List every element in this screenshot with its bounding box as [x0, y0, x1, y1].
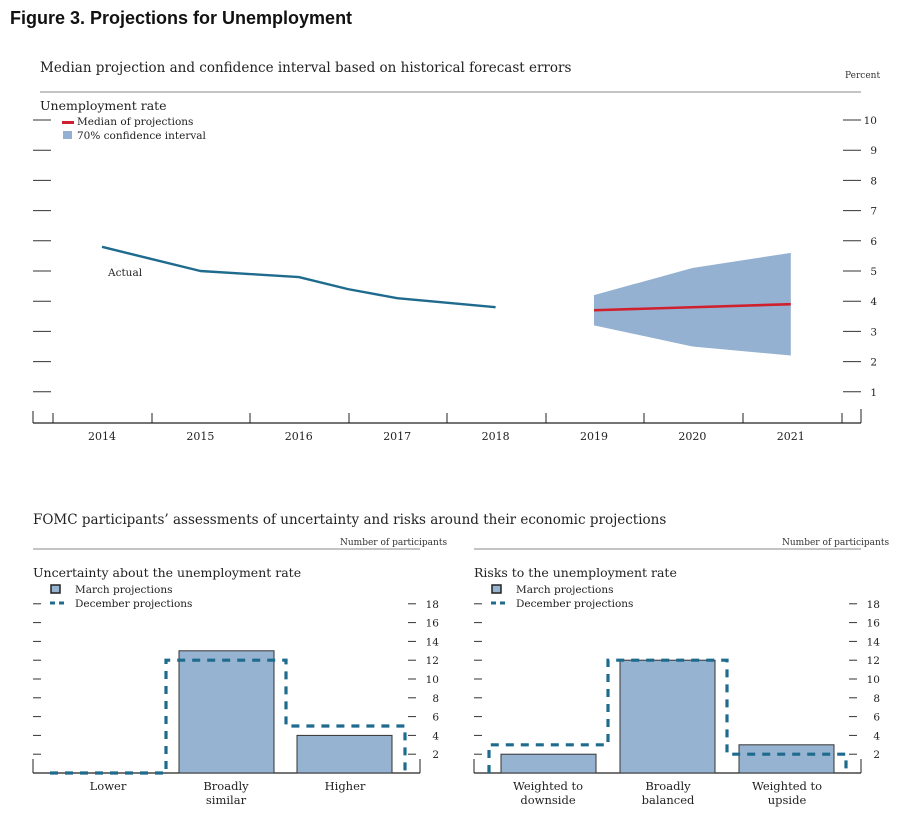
risks-category-label: balanced [642, 793, 695, 807]
top-chart-title: Unemployment rate [40, 98, 167, 113]
y-tick-label: 3 [870, 326, 877, 338]
risks-legend-december-label: December projections [516, 598, 633, 610]
y-tick-label: 6 [870, 236, 877, 248]
x-tick-label: 2017 [383, 430, 411, 443]
uncertainty-y-tick-label: 12 [426, 655, 439, 667]
x-tick-label: 2020 [678, 430, 706, 443]
uncertainty-y-tick-label: 10 [426, 674, 439, 686]
top-unit-label: Percent [845, 71, 881, 81]
legend-ci-swatch [63, 131, 72, 139]
x-tick-label: 2015 [186, 430, 214, 443]
legend-ci-label: 70% confidence interval [77, 130, 207, 142]
risks-y-tick-label: 12 [867, 655, 880, 667]
risks-y-tick-label: 14 [867, 636, 881, 648]
risks-march-bar [500, 753, 597, 774]
x-tick-label: 2016 [285, 430, 313, 443]
median-projection-line [593, 302, 791, 312]
uncertainty-y-tick-label: 8 [432, 693, 439, 705]
risks-category-label: Broadly [645, 779, 691, 793]
risks-december-outline [487, 658, 848, 773]
uncertainty-legend-december-label: December projections [75, 598, 192, 610]
figure-title: Figure 3. Projections for Unemployment [10, 8, 353, 28]
uncertainty-legend-march-swatch [50, 584, 61, 594]
risks-legend-march-swatch [491, 584, 502, 594]
uncertainty-y-tick-label: 18 [426, 599, 439, 611]
risks-category-label: Weighted to [513, 779, 583, 793]
x-tick-label: 2019 [580, 430, 608, 443]
risks-y-tick-label: 6 [873, 712, 880, 724]
risks-category-label: downside [520, 793, 575, 807]
legend-median-label: Median of projections [77, 116, 193, 128]
bottom-section-subtitle: FOMC participants’ assessments of uncert… [33, 512, 667, 528]
uncertainty-title: Uncertainty about the unemployment rate [33, 565, 301, 580]
x-tick-label: 2014 [88, 430, 116, 443]
uncertainty-category-label: similar [206, 793, 247, 807]
left-unit-label: Number of participants [340, 538, 448, 548]
y-tick-label: 10 [864, 115, 877, 127]
actual-line [101, 245, 496, 309]
risks-y-tick-label: 16 [867, 618, 881, 630]
uncertainty-y-tick-label: 16 [426, 618, 440, 630]
confidence-interval-band [594, 252, 791, 356]
uncertainty-y-tick-label: 4 [432, 730, 439, 742]
y-tick-label: 9 [870, 145, 877, 157]
uncertainty-december-outline [50, 658, 407, 775]
risks-title: Risks to the unemployment rate [474, 565, 677, 580]
x-tick-label: 2018 [482, 430, 510, 443]
legend-median-swatch [62, 121, 74, 124]
y-tick-label: 1 [870, 387, 877, 399]
uncertainty-march-bar [296, 734, 393, 774]
risks-category-label: Weighted to [752, 779, 822, 793]
actual-annotation: Actual [107, 267, 143, 279]
uncertainty-march-bar [178, 650, 275, 774]
risks-y-tick-label: 2 [873, 749, 880, 761]
y-tick-label: 4 [870, 296, 877, 308]
y-tick-label: 5 [870, 266, 877, 278]
top-panel-subtitle: Median projection and confidence interva… [40, 60, 572, 76]
uncertainty-legend-march-label: March projections [75, 584, 172, 596]
risks-y-tick-label: 8 [873, 693, 880, 705]
y-tick-label: 8 [870, 175, 877, 187]
risks-category-label: upside [768, 793, 807, 807]
y-tick-label: 7 [870, 206, 877, 218]
risks-march-bar [738, 744, 835, 774]
risks-y-tick-label: 4 [873, 730, 880, 742]
uncertainty-category-label: Higher [325, 779, 366, 793]
uncertainty-y-tick-label: 2 [432, 749, 439, 761]
right-unit-label: Number of participants [782, 538, 890, 548]
risks-y-tick-label: 10 [867, 674, 880, 686]
x-tick-label: 2021 [777, 430, 805, 443]
uncertainty-y-tick-label: 6 [432, 712, 439, 724]
uncertainty-category-label: Lower [90, 779, 127, 793]
y-tick-label: 2 [870, 357, 877, 369]
uncertainty-category-label: Broadly [203, 779, 249, 793]
risks-y-tick-label: 18 [867, 599, 880, 611]
risks-legend-march-label: March projections [516, 584, 613, 596]
risks-march-bar [619, 659, 716, 774]
uncertainty-y-tick-label: 14 [426, 636, 440, 648]
